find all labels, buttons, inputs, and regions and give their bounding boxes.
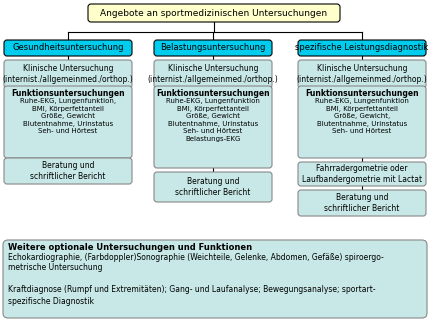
- FancyBboxPatch shape: [154, 172, 272, 202]
- FancyBboxPatch shape: [154, 40, 272, 56]
- FancyBboxPatch shape: [298, 40, 426, 56]
- Text: Funktionsuntersuchungen: Funktionsuntersuchungen: [11, 89, 125, 98]
- FancyBboxPatch shape: [298, 162, 426, 186]
- FancyBboxPatch shape: [154, 60, 272, 88]
- Text: Ruhe-EKG, Lungenfunktion,
BMI, Körperfettanteil
Größe, Gewicht
Blutentnahme, Uri: Ruhe-EKG, Lungenfunktion, BMI, Körperfet…: [20, 98, 116, 134]
- FancyBboxPatch shape: [298, 86, 426, 158]
- Text: spezifische Diagnostik: spezifische Diagnostik: [8, 297, 94, 306]
- Text: Gesundheitsuntersuchung: Gesundheitsuntersuchung: [12, 44, 124, 53]
- Text: Beratung und
schriftlicher Bericht: Beratung und schriftlicher Bericht: [175, 177, 251, 197]
- Text: Beratung und
schriftlicher Bericht: Beratung und schriftlicher Bericht: [30, 161, 106, 181]
- Text: Weitere optionale Untersuchungen und Funktionen: Weitere optionale Untersuchungen und Fun…: [8, 244, 252, 253]
- FancyBboxPatch shape: [298, 60, 426, 88]
- Text: Funktionsuntersuchungen: Funktionsuntersuchungen: [305, 89, 419, 98]
- FancyBboxPatch shape: [4, 158, 132, 184]
- FancyBboxPatch shape: [4, 40, 132, 56]
- Text: Klinische Untersuchung
(internist./allgemeinmed./orthop.): Klinische Untersuchung (internist./allge…: [3, 64, 133, 84]
- Text: Beratung und
schriftlicher Bericht: Beratung und schriftlicher Bericht: [324, 193, 400, 213]
- Text: Ruhe-EKG, Lungenfunktion
BMI, Körperfettanteil
Größe, Gewicht
Blutentnahme, Urin: Ruhe-EKG, Lungenfunktion BMI, Körperfett…: [166, 98, 260, 141]
- Text: spezifische Leistungsdiagnostik: spezifische Leistungsdiagnostik: [295, 44, 429, 53]
- Text: Angebote an sportmedizinischen Untersuchungen: Angebote an sportmedizinischen Untersuch…: [101, 8, 328, 17]
- Text: Kraftdiagnose (Rumpf und Extremitäten); Gang- und Laufanalyse; Bewegungsanalyse;: Kraftdiagnose (Rumpf und Extremitäten); …: [8, 286, 376, 295]
- Text: Belastungsuntersuchung: Belastungsuntersuchung: [160, 44, 266, 53]
- FancyBboxPatch shape: [3, 240, 427, 318]
- Text: Klinische Untersuchung
(internist./allgemeinmed./orthop.): Klinische Untersuchung (internist./allge…: [297, 64, 427, 84]
- Text: Echokardiographie, (Farbdoppler)Sonographie (Weichteile, Gelenke, Abdomen, Gefäß: Echokardiographie, (Farbdoppler)Sonograp…: [8, 253, 384, 262]
- Text: Klinische Untersuchung
(internist./allgemeinmed./orthop.): Klinische Untersuchung (internist./allge…: [147, 64, 278, 84]
- FancyBboxPatch shape: [4, 86, 132, 158]
- Text: Ruhe-EKG, Lungenfunktion
BMI, Körperfettanteil
Größe, Gewicht,
Blutentnahme, Uri: Ruhe-EKG, Lungenfunktion BMI, Körperfett…: [315, 98, 409, 134]
- FancyBboxPatch shape: [88, 4, 340, 22]
- Text: Funktionsuntersuchungen: Funktionsuntersuchungen: [156, 89, 270, 98]
- Text: Fahrradergometrie oder
Laufbandergometrie mit Lactat: Fahrradergometrie oder Laufbandergometri…: [302, 164, 422, 184]
- Text: metrische Untersuchung: metrische Untersuchung: [8, 264, 102, 273]
- FancyBboxPatch shape: [298, 190, 426, 216]
- FancyBboxPatch shape: [154, 86, 272, 168]
- FancyBboxPatch shape: [4, 60, 132, 88]
